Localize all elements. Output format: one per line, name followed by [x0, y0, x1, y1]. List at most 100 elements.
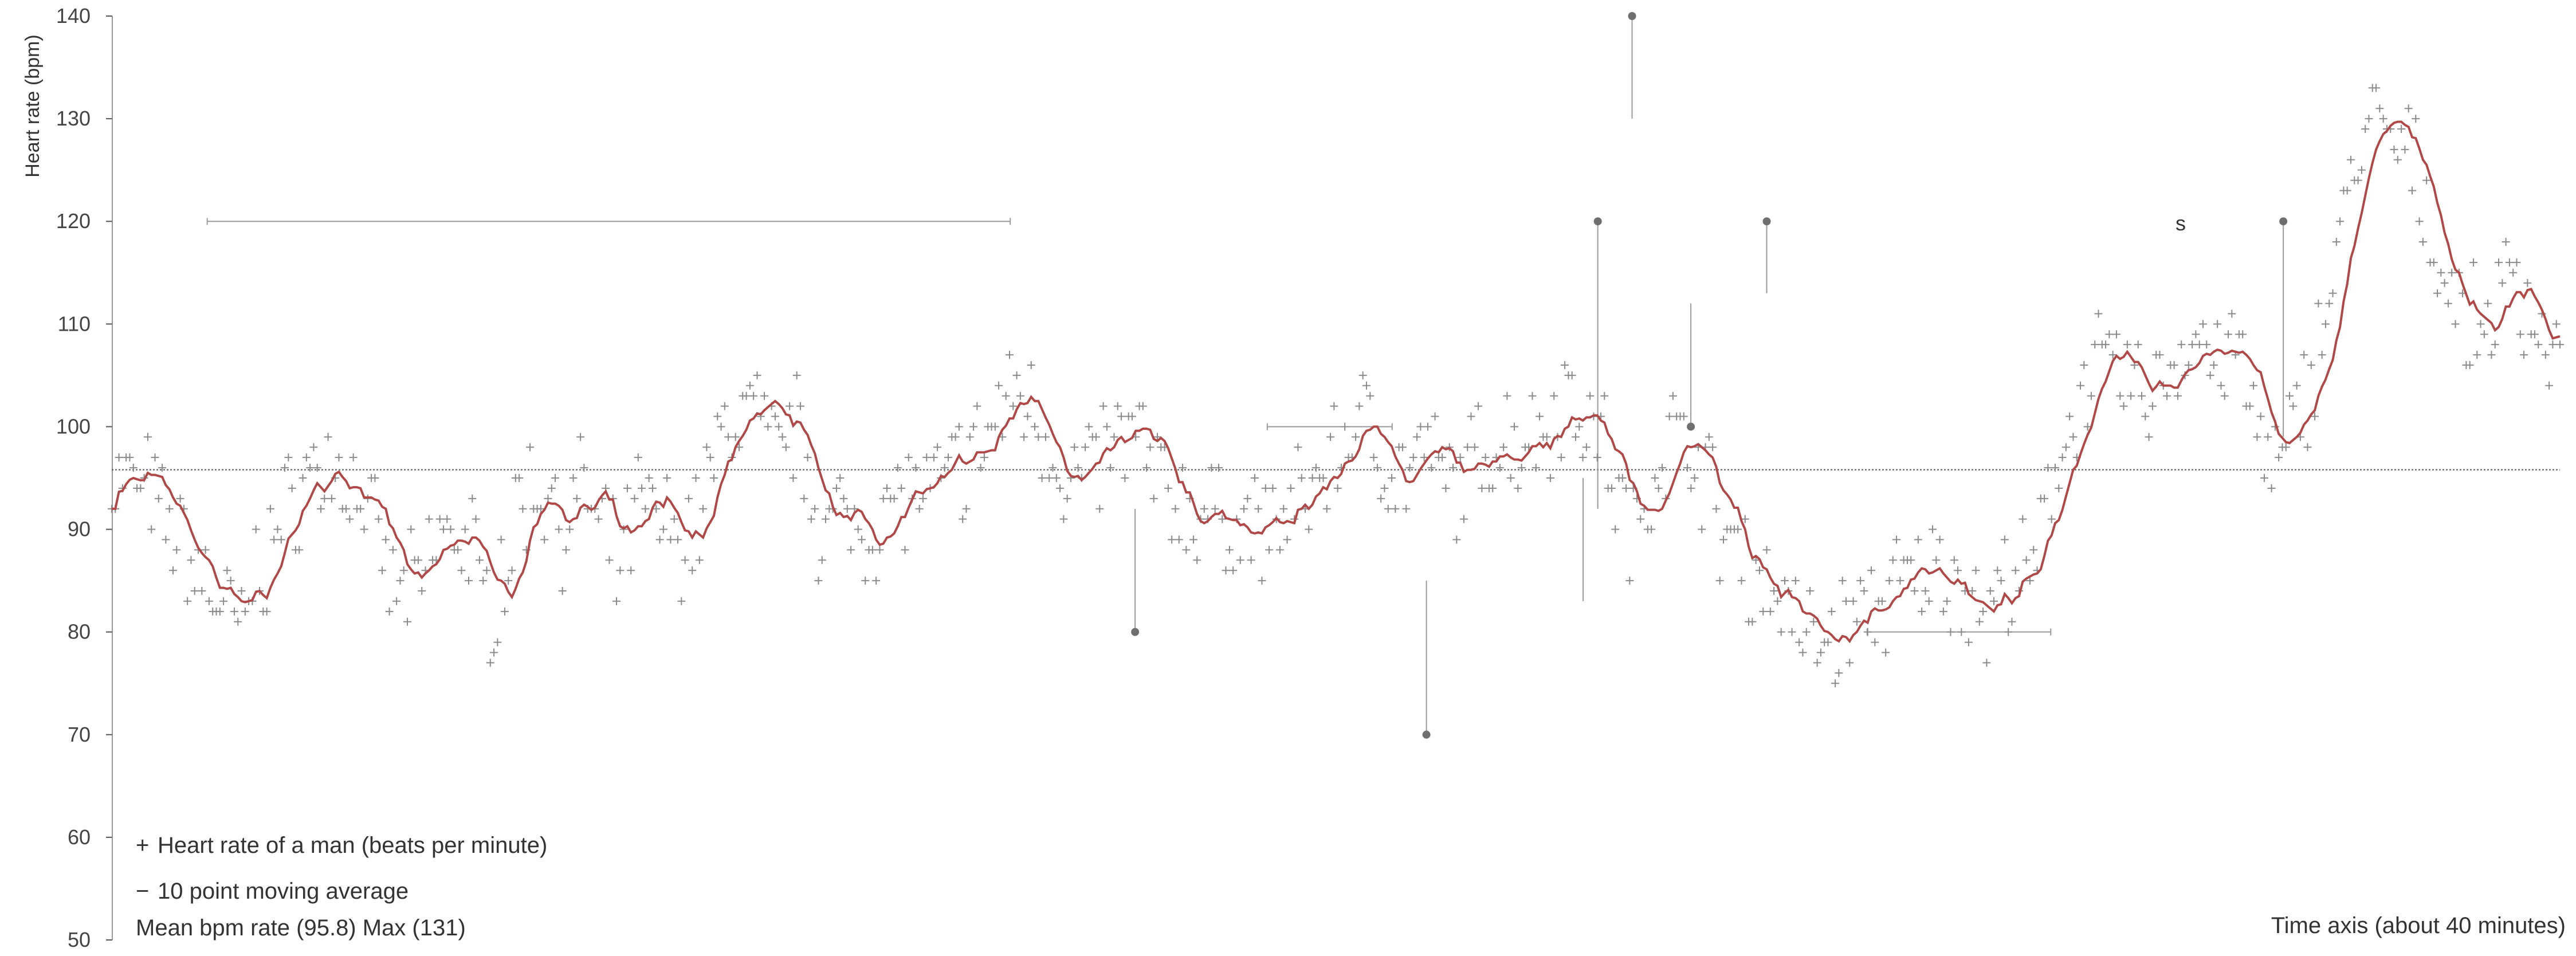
data-point [2260, 474, 2268, 482]
data-point [1997, 577, 2005, 585]
data-point [2184, 361, 2193, 369]
data-point [1550, 391, 1558, 400]
data-point [962, 504, 971, 513]
annotation-dot [1131, 628, 1140, 636]
data-point [2127, 391, 2135, 400]
data-point [388, 546, 397, 554]
data-point [446, 525, 455, 534]
data-point [959, 515, 967, 523]
data-point [1009, 402, 1018, 410]
data-point [158, 464, 167, 472]
data-point [576, 433, 585, 441]
data-point [1102, 422, 1111, 431]
data-point [1611, 525, 1620, 534]
data-point [2321, 320, 2330, 328]
data-point [1045, 474, 1054, 482]
data-point [2061, 443, 2070, 452]
data-point [861, 577, 870, 585]
data-point [1770, 587, 1778, 595]
data-point [1142, 464, 1151, 472]
data-point [349, 453, 358, 462]
data-point [1481, 453, 1490, 462]
data-point [1322, 504, 1331, 513]
data-point [677, 597, 686, 605]
data-point [749, 391, 758, 400]
data-point [1297, 474, 1306, 482]
data-point [324, 433, 332, 441]
data-point [486, 659, 494, 667]
data-point [2025, 577, 2034, 585]
data-point [2325, 299, 2334, 308]
data-point [1384, 504, 1392, 513]
data-point [1687, 484, 1695, 492]
data-point [1737, 577, 1746, 585]
data-point [1373, 464, 1381, 472]
data-point [299, 474, 307, 482]
data-point [2440, 279, 2449, 287]
data-point [1442, 484, 1450, 492]
data-point [190, 587, 199, 595]
data-point [1762, 546, 1771, 554]
data-point [1056, 484, 1065, 492]
data-point [2332, 238, 2341, 246]
data-point [969, 422, 978, 431]
data-point [2011, 566, 2020, 575]
data-point [2473, 351, 2481, 359]
data-point [461, 525, 469, 534]
data-point [198, 587, 206, 595]
data-point [1568, 371, 1576, 379]
data-point [1168, 535, 1176, 544]
data-point [709, 474, 718, 482]
data-point [497, 535, 505, 544]
data-point [1179, 464, 1187, 472]
data-point [1467, 412, 1475, 421]
data-point [692, 474, 700, 482]
data-point [1405, 464, 1414, 472]
data-point [594, 515, 603, 523]
data-point [2083, 422, 2092, 431]
data-point [2148, 402, 2157, 410]
data-point [2134, 340, 2142, 349]
data-point [980, 453, 988, 462]
data-point [1358, 371, 1367, 379]
data-point [316, 504, 325, 513]
data-point [2357, 166, 2366, 174]
data-point [1211, 504, 1219, 513]
data-point [1885, 577, 1894, 585]
data-point [1647, 525, 1656, 534]
data-point [1164, 484, 1172, 492]
data-point [2055, 484, 2063, 492]
data-point [277, 535, 285, 544]
data-point [295, 546, 304, 554]
data-point [165, 504, 174, 513]
y-tick-label: 80 [68, 620, 91, 644]
data-point [168, 566, 177, 575]
data-point [2484, 299, 2492, 308]
data-point [1698, 525, 1706, 534]
data-point [1964, 638, 1973, 647]
data-point [2487, 351, 2496, 359]
data-point [151, 453, 159, 462]
data-point [1027, 361, 1035, 369]
data-point [1012, 371, 1021, 379]
data-point [1935, 535, 1944, 544]
data-point [1449, 464, 1458, 472]
data-point [345, 515, 354, 523]
data-point [1398, 443, 1407, 452]
data-point [822, 515, 830, 523]
data-point [2267, 484, 2276, 492]
data-point [454, 546, 462, 554]
data-point [2343, 186, 2351, 195]
data-point [1957, 628, 1966, 636]
data-point [1561, 361, 1569, 369]
data-point [2422, 176, 2431, 185]
data-point [742, 391, 751, 400]
data-point [1929, 525, 1937, 534]
data-point [234, 617, 242, 626]
annotation-dot [1762, 217, 1771, 226]
data-point [2347, 155, 2355, 164]
data-point [2336, 217, 2345, 226]
data-point [320, 494, 329, 503]
data-point [1182, 546, 1191, 554]
